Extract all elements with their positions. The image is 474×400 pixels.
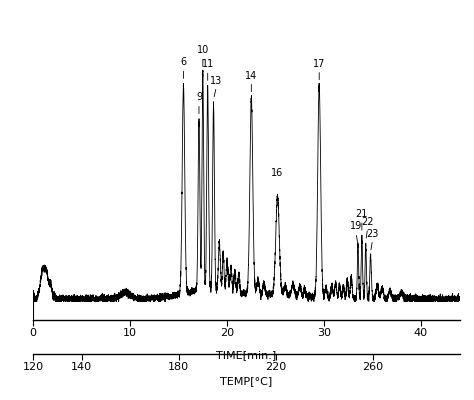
Text: 6: 6 (181, 57, 187, 67)
Text: 16: 16 (272, 168, 283, 178)
Text: 17: 17 (313, 59, 325, 69)
Text: TIME[min.]: TIME[min.] (216, 350, 277, 360)
Text: 14: 14 (245, 70, 257, 80)
Text: 21: 21 (356, 209, 368, 219)
Text: 9: 9 (196, 92, 202, 102)
Text: 10: 10 (197, 45, 209, 55)
Text: 23: 23 (366, 228, 379, 238)
Text: 19: 19 (350, 222, 362, 232)
X-axis label: TEMP[°C]: TEMP[°C] (220, 376, 273, 386)
Text: 13: 13 (210, 76, 223, 86)
Text: 22: 22 (361, 217, 374, 227)
Text: 11: 11 (201, 59, 214, 69)
